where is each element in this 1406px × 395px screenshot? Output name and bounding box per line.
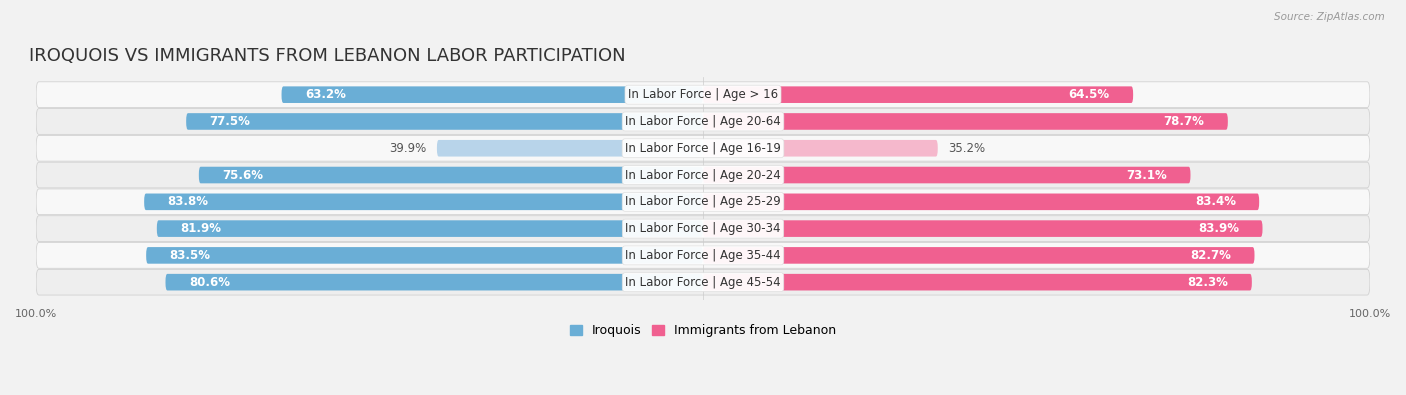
Text: 83.8%: 83.8% bbox=[167, 195, 208, 208]
Text: 81.9%: 81.9% bbox=[180, 222, 221, 235]
FancyBboxPatch shape bbox=[437, 140, 703, 156]
Text: 78.7%: 78.7% bbox=[1164, 115, 1205, 128]
FancyBboxPatch shape bbox=[703, 194, 1260, 210]
FancyBboxPatch shape bbox=[37, 82, 1369, 107]
FancyBboxPatch shape bbox=[37, 269, 1369, 295]
Text: 83.4%: 83.4% bbox=[1195, 195, 1236, 208]
FancyBboxPatch shape bbox=[703, 87, 1133, 103]
Text: 83.9%: 83.9% bbox=[1198, 222, 1239, 235]
Text: 82.7%: 82.7% bbox=[1191, 249, 1232, 262]
Text: 77.5%: 77.5% bbox=[209, 115, 250, 128]
FancyBboxPatch shape bbox=[703, 274, 1251, 290]
Text: In Labor Force | Age 20-64: In Labor Force | Age 20-64 bbox=[626, 115, 780, 128]
FancyBboxPatch shape bbox=[703, 167, 1191, 183]
Text: 82.3%: 82.3% bbox=[1188, 276, 1229, 289]
Text: In Labor Force | Age 25-29: In Labor Force | Age 25-29 bbox=[626, 195, 780, 208]
Text: Source: ZipAtlas.com: Source: ZipAtlas.com bbox=[1274, 12, 1385, 22]
Text: In Labor Force | Age 35-44: In Labor Force | Age 35-44 bbox=[626, 249, 780, 262]
FancyBboxPatch shape bbox=[198, 167, 703, 183]
FancyBboxPatch shape bbox=[186, 113, 703, 130]
Text: 73.1%: 73.1% bbox=[1126, 169, 1167, 182]
Text: 63.2%: 63.2% bbox=[305, 88, 346, 101]
Text: In Labor Force | Age 16-19: In Labor Force | Age 16-19 bbox=[626, 142, 780, 155]
FancyBboxPatch shape bbox=[37, 162, 1369, 188]
Text: 39.9%: 39.9% bbox=[389, 142, 427, 155]
Text: In Labor Force | Age 20-24: In Labor Force | Age 20-24 bbox=[626, 169, 780, 182]
Legend: Iroquois, Immigrants from Lebanon: Iroquois, Immigrants from Lebanon bbox=[565, 319, 841, 342]
Text: 35.2%: 35.2% bbox=[948, 142, 984, 155]
FancyBboxPatch shape bbox=[703, 247, 1254, 264]
FancyBboxPatch shape bbox=[703, 140, 938, 156]
FancyBboxPatch shape bbox=[146, 247, 703, 264]
FancyBboxPatch shape bbox=[157, 220, 703, 237]
Text: 83.5%: 83.5% bbox=[170, 249, 211, 262]
FancyBboxPatch shape bbox=[703, 113, 1227, 130]
FancyBboxPatch shape bbox=[37, 243, 1369, 268]
FancyBboxPatch shape bbox=[703, 220, 1263, 237]
FancyBboxPatch shape bbox=[37, 135, 1369, 161]
FancyBboxPatch shape bbox=[37, 189, 1369, 214]
FancyBboxPatch shape bbox=[145, 194, 703, 210]
Text: 75.6%: 75.6% bbox=[222, 169, 263, 182]
FancyBboxPatch shape bbox=[166, 274, 703, 290]
Text: In Labor Force | Age 30-34: In Labor Force | Age 30-34 bbox=[626, 222, 780, 235]
Text: 80.6%: 80.6% bbox=[188, 276, 229, 289]
Text: 64.5%: 64.5% bbox=[1069, 88, 1109, 101]
FancyBboxPatch shape bbox=[37, 109, 1369, 134]
FancyBboxPatch shape bbox=[281, 87, 703, 103]
FancyBboxPatch shape bbox=[37, 216, 1369, 241]
Text: In Labor Force | Age 45-54: In Labor Force | Age 45-54 bbox=[626, 276, 780, 289]
Text: IROQUOIS VS IMMIGRANTS FROM LEBANON LABOR PARTICIPATION: IROQUOIS VS IMMIGRANTS FROM LEBANON LABO… bbox=[30, 47, 626, 65]
Text: In Labor Force | Age > 16: In Labor Force | Age > 16 bbox=[628, 88, 778, 101]
